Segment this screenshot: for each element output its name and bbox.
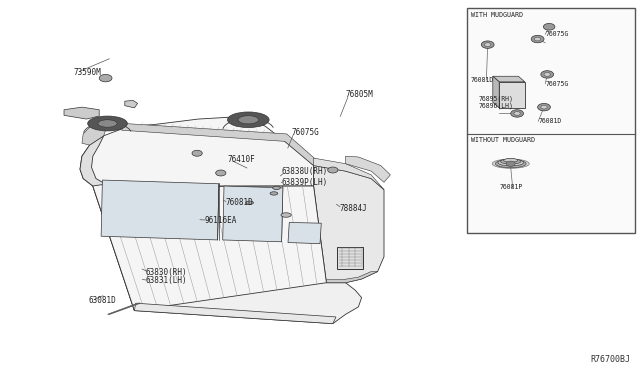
Polygon shape [134,303,336,324]
Polygon shape [314,158,384,190]
Text: 76081D: 76081D [470,77,493,83]
Ellipse shape [88,116,127,131]
Polygon shape [125,100,138,108]
Text: 63081D: 63081D [88,296,116,305]
Text: R76700BJ: R76700BJ [590,355,630,364]
Text: 73590M: 73590M [74,68,101,77]
Circle shape [328,167,338,173]
Circle shape [511,110,524,117]
Ellipse shape [270,192,278,195]
Bar [467,8,635,233]
Polygon shape [82,125,106,145]
Polygon shape [493,76,499,108]
Circle shape [544,73,550,76]
Polygon shape [223,186,283,242]
Circle shape [534,37,541,41]
Polygon shape [93,186,362,324]
Ellipse shape [273,186,280,190]
Text: WITH MUDGUARD: WITH MUDGUARD [471,12,523,18]
Ellipse shape [498,159,524,166]
Ellipse shape [495,160,526,168]
Text: 63838U(RH): 63838U(RH) [282,167,328,176]
Polygon shape [64,107,99,119]
Text: 76896(LH): 76896(LH) [479,102,513,109]
Polygon shape [346,156,390,182]
Circle shape [481,41,494,48]
Polygon shape [314,166,384,283]
Bar [499,82,525,108]
Circle shape [99,74,112,82]
Circle shape [543,23,555,30]
Circle shape [538,103,550,111]
Bar [337,247,363,269]
Text: 63830(RH): 63830(RH) [146,268,188,277]
Polygon shape [326,272,378,283]
Circle shape [216,170,226,176]
Text: 76081D: 76081D [539,118,562,124]
Circle shape [192,150,202,156]
Text: 76081P: 76081P [499,185,522,190]
Polygon shape [288,222,321,244]
Ellipse shape [246,201,253,204]
Polygon shape [101,180,219,240]
Circle shape [541,105,547,109]
Circle shape [531,35,544,43]
Ellipse shape [228,112,269,128]
Ellipse shape [238,116,259,124]
Ellipse shape [500,159,521,164]
Polygon shape [80,136,134,311]
Text: 63831(LH): 63831(LH) [146,276,188,285]
Circle shape [541,71,554,78]
Ellipse shape [504,158,518,162]
Polygon shape [122,124,316,166]
Circle shape [484,43,491,46]
Polygon shape [93,184,326,311]
Text: WITHOUT MUDGUARD: WITHOUT MUDGUARD [471,137,535,143]
Ellipse shape [98,120,117,127]
Ellipse shape [492,159,529,168]
Text: 63839P(LH): 63839P(LH) [282,178,328,187]
Circle shape [506,161,515,166]
Text: 76895(RH): 76895(RH) [479,96,513,102]
Text: 76075G: 76075G [546,31,569,37]
Polygon shape [80,117,314,186]
Ellipse shape [281,213,291,217]
Text: 76805M: 76805M [346,90,373,99]
Polygon shape [493,76,525,82]
Text: 96116EA: 96116EA [205,216,237,225]
Text: 76075G: 76075G [546,81,569,87]
Text: 76075G: 76075G [291,128,319,137]
Text: 78884J: 78884J [339,204,367,213]
Text: 76410F: 76410F [227,155,255,164]
Circle shape [514,112,520,115]
Text: 76081D: 76081D [225,198,253,207]
